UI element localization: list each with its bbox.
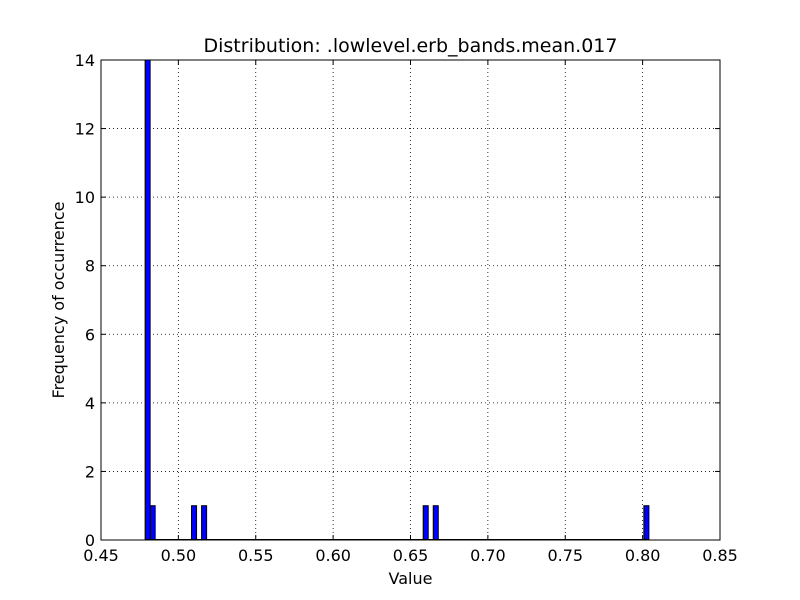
histogram-bar	[149, 505, 156, 541]
y-tick-label: 4	[85, 394, 95, 413]
x-tick-label: 0.70	[470, 546, 506, 565]
ticks-layer: 0.45 0.50 0.55 0.60 0.65 0.70 0.75 0.80 0.85 0 2 4 6…	[75, 51, 738, 565]
histogram-bar	[432, 505, 439, 541]
x-tick-label: 0.85	[702, 546, 738, 565]
x-tick-label: 0.45	[83, 546, 119, 565]
y-tick-label: 2	[85, 462, 95, 481]
bars-layer	[144, 59, 650, 541]
grid-layer	[101, 60, 720, 540]
x-tick-label: 0.80	[625, 546, 661, 565]
y-tick-label: 6	[85, 325, 95, 344]
x-tick-label: 0.60	[315, 546, 351, 565]
histogram-bar	[144, 59, 151, 541]
chart-title: Distribution: .lowlevel.erb_bands.mean.0…	[204, 35, 618, 57]
y-axis-label: Frequency of occurrence	[49, 202, 68, 399]
x-tick-label: 0.55	[238, 546, 274, 565]
y-tick-label: 14	[75, 51, 95, 70]
histogram-bar	[422, 505, 429, 541]
x-tick-label: 0.50	[161, 546, 197, 565]
x-tick-label: 0.75	[547, 546, 583, 565]
y-tick-label: 12	[75, 120, 95, 139]
histogram-bar	[201, 505, 208, 541]
histogram-bar	[191, 505, 198, 541]
histogram-bar	[643, 505, 650, 541]
y-tick-label: 10	[75, 188, 95, 207]
x-tick-label: 0.65	[393, 546, 429, 565]
y-tick-label: 0	[85, 531, 95, 550]
y-tick-label: 8	[85, 257, 95, 276]
x-axis-label: Value	[389, 569, 433, 588]
